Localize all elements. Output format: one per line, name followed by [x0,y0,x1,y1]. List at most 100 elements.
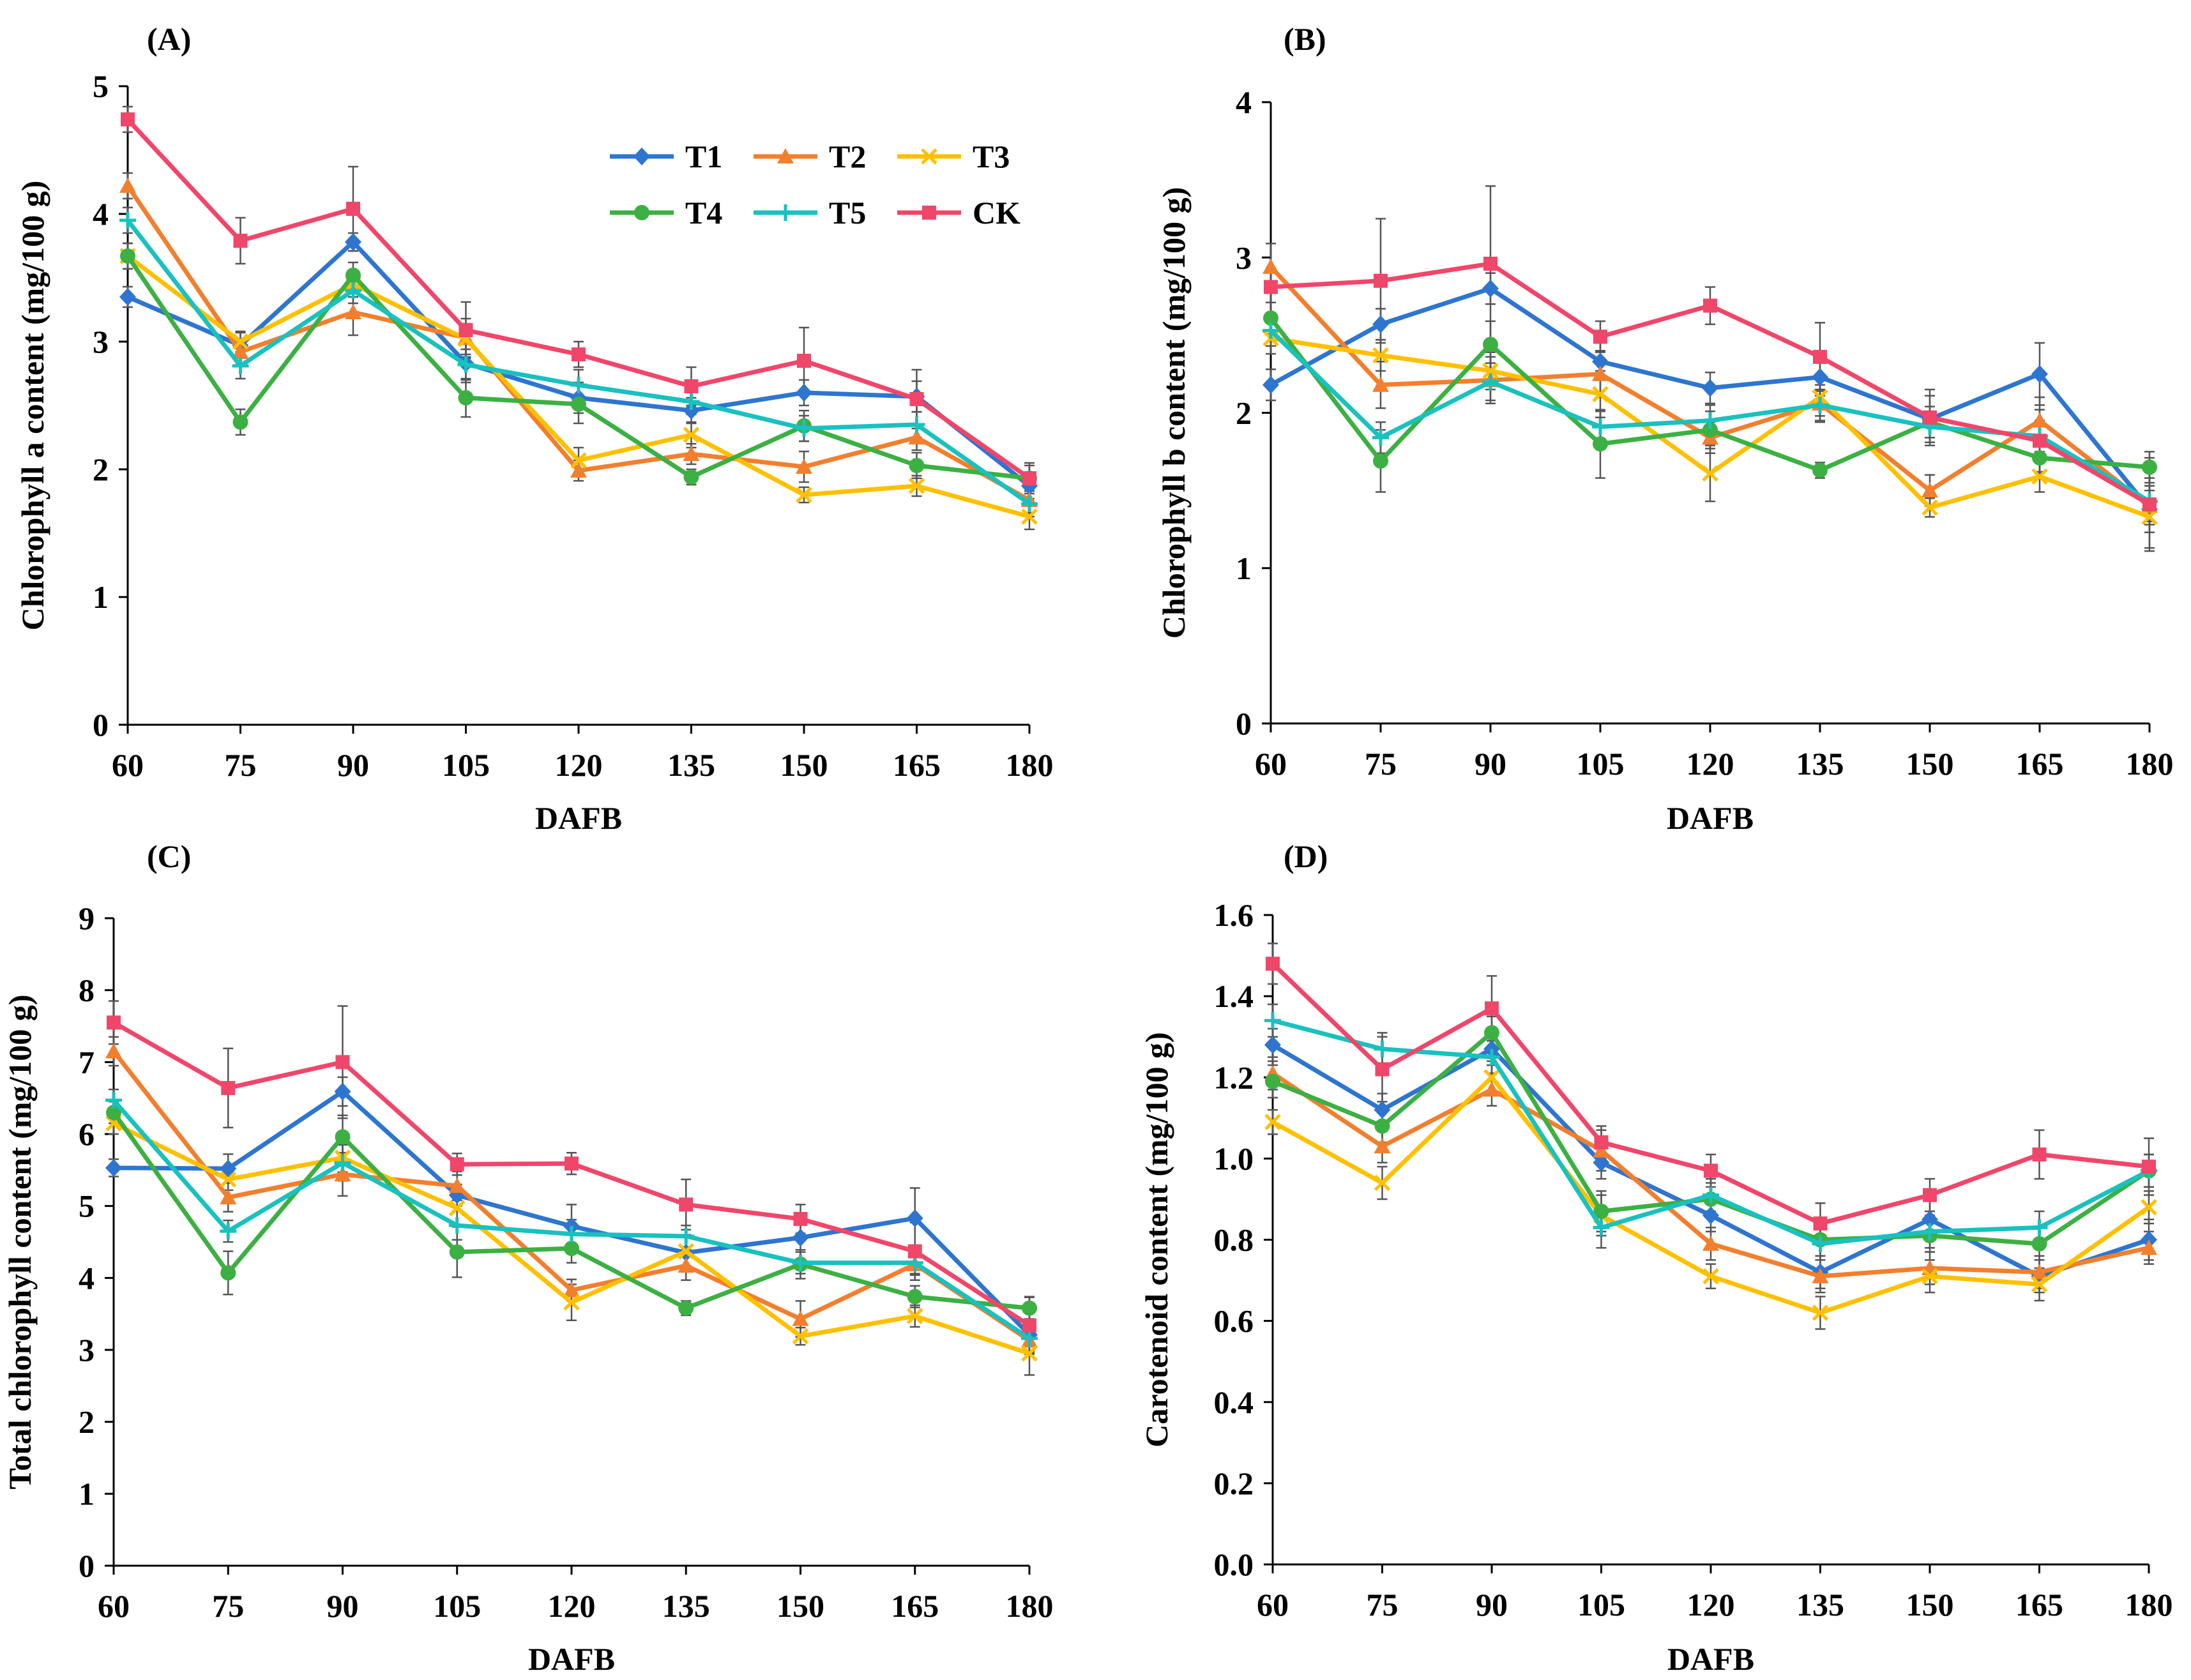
point-t4 [1265,1073,1280,1089]
y-tick-label: 0 [93,707,109,743]
point-ck [2142,1160,2156,1174]
point-t2 [1593,1142,1610,1158]
legend-marker-t2 [777,148,794,163]
point-t3 [796,487,812,503]
point-t4 [1593,436,1608,452]
point-t5 [457,356,474,373]
y-tick-label: 0 [1236,706,1252,741]
panel-c-total-chlorophyll: (C) 0 1 2 3 4 5 6 7 8 9 60 75 90 105 120 135 150 165 180 DAF… [2,838,1054,1677]
x-tick-label: 105 [1577,1587,1625,1623]
y-tick-label: 0.0 [1214,1547,1254,1582]
point-t2 [119,178,136,193]
x-tick-label: 90 [337,747,369,783]
point-t2 [563,1282,580,1298]
point-t3 [1372,347,1389,364]
point-t1 [1702,379,1718,397]
point-t1 [906,1209,923,1227]
point-t1 [1702,1206,1719,1225]
point-ck [1022,1318,1036,1333]
point-t4 [335,1129,351,1145]
panel-label: (A) [147,21,191,57]
point-t4 [1812,462,1828,478]
point-t2 [683,446,700,461]
point-t3 [1702,465,1718,482]
y-tick-label: 0.4 [1214,1384,1254,1420]
point-t5 [1021,1329,1038,1347]
point-t5 [796,420,812,437]
point-ck [346,202,360,216]
x-tick-label: 90 [327,1588,359,1624]
x-tick-label: 90 [1475,746,1506,782]
y-axis-title: Chlorophyll b content (mg/100 g) [1156,187,1192,639]
y-tick-label: 2 [79,1404,95,1440]
point-t4 [1263,310,1278,326]
x-tick-label: 60 [112,747,144,783]
point-t5 [1593,1219,1610,1236]
point-t3 [2031,1276,2048,1293]
point-t2 [1922,482,1938,498]
point-t2 [796,458,812,474]
x-tick-label: 120 [555,747,603,783]
point-t3 [908,478,925,494]
y-tick-label: 1 [93,579,109,615]
point-t5 [105,1092,122,1109]
point-t5 [1702,412,1718,429]
point-t4 [1702,422,1718,438]
x-axis-title: DAFB [528,1641,615,1677]
x-tick-label: 120 [548,1588,596,1624]
point-t5 [678,1227,695,1245]
y-tick-label: 4 [1236,84,1252,120]
y-axis-title: Chlorophyll a content (mg/100 g) [15,181,50,631]
legend-marker-t4 [634,205,649,220]
y-tick-label: 0.6 [1214,1303,1254,1339]
y-tick-label: 1 [1236,550,1252,586]
point-t1 [105,1158,122,1177]
x-tick-label: 105 [442,747,490,783]
x-tick-label: 165 [2015,1587,2063,1623]
point-ck [907,1244,922,1259]
panel-b-chlorophyll-b: (B) 0 1 2 3 4 60 75 90 105 120 135 150 165 180 DAFB Chlo… [1156,21,2174,836]
point-t4 [571,397,586,412]
x-axis-title: DAFB [1667,800,1754,836]
x-tick-label: 75 [1367,1587,1399,1623]
point-ck [793,1211,808,1226]
point-t4 [1022,1300,1037,1316]
y-tick-label: 3 [1236,239,1252,275]
point-t4 [2031,1236,2047,1252]
y-tick-label: 8 [79,972,95,1008]
point-t3 [1374,1174,1391,1192]
point-t5 [345,282,361,299]
point-t2 [1483,1081,1500,1097]
x-tick-label: 135 [662,1588,710,1624]
point-t4 [1593,1204,1609,1220]
point-t4 [1374,1118,1390,1134]
panel-label: (D) [1284,838,1328,874]
point-t1 [1592,352,1609,371]
point-t4 [907,1289,923,1305]
point-t5 [1372,429,1389,446]
point-ck [909,392,924,406]
point-t4 [120,248,135,264]
point-ck [1266,957,1280,971]
point-ck [1813,1216,1828,1231]
point-t1 [1264,1036,1281,1054]
point-t1 [1372,315,1389,333]
point-t3 [563,1294,580,1311]
y-tick-label: 9 [79,900,95,936]
point-t3 [2031,468,2048,485]
point-t4 [106,1105,121,1121]
point-t2 [2031,412,2048,428]
point-t4 [2032,450,2047,466]
y-tick-label: 2 [1236,395,1252,431]
point-t3 [220,1171,237,1188]
point-t3 [1021,508,1038,525]
point-t5 [1262,322,1279,339]
point-ck [684,379,699,393]
point-t1 [1482,279,1499,298]
x-tick-label: 165 [2016,746,2064,782]
point-t5 [570,377,587,393]
point-t2 [2141,1239,2157,1255]
point-t2 [1702,1235,1719,1251]
y-tick-label: 0.2 [1214,1465,1254,1501]
